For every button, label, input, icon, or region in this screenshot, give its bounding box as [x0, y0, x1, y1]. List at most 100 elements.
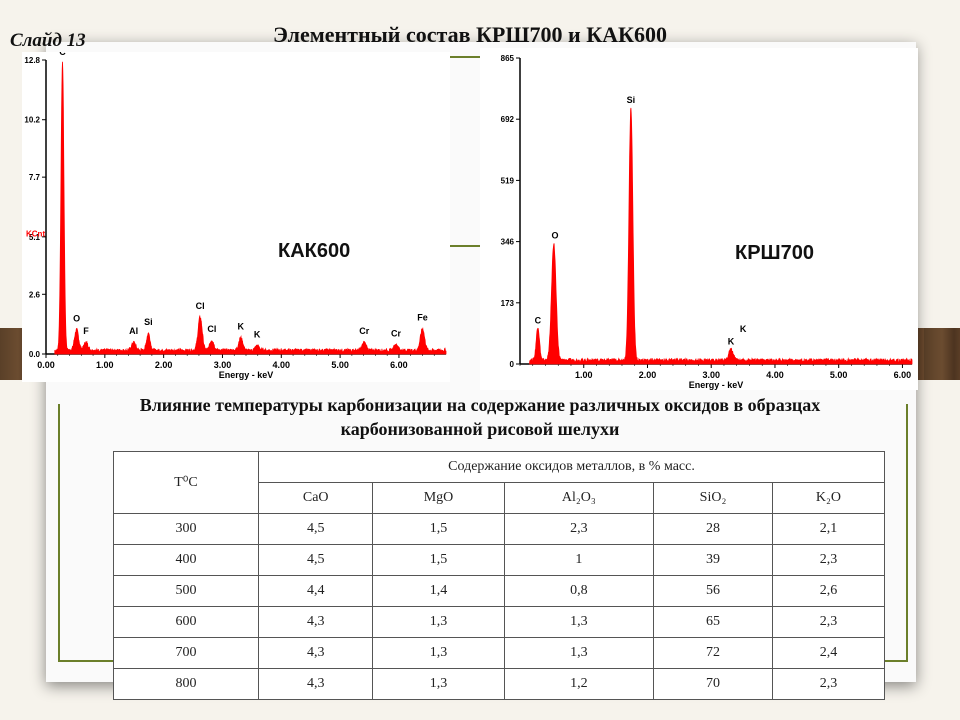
- table-cell: 1,3: [503, 637, 655, 669]
- peak-label-si: Si: [627, 95, 636, 105]
- peak-label-o: O: [552, 230, 559, 240]
- table-caption-line1: Влияние температуры карбонизации на соде…: [139, 395, 821, 415]
- table-cell: 500: [113, 575, 259, 607]
- table-cell: 4,5: [257, 544, 374, 576]
- table-cell: 400: [113, 544, 259, 576]
- table-cell: 600: [113, 606, 259, 638]
- temperature-header: T⁰C: [113, 451, 259, 514]
- table-row: 700 4,3 1,3 1,3 72 2,4: [113, 637, 886, 669]
- table-cell: 2,1: [771, 513, 886, 545]
- x-tick-label: 2.00: [155, 360, 173, 370]
- table-row: 500 4,4 1,4 0,8 56 2,6: [113, 575, 886, 607]
- spectrum-chart-krsh700: 0 173 346 519 692 865 1.00 2.00 3.00 4.00 5.00 6.00…: [501, 54, 913, 390]
- x-tick-label: 3.00: [214, 360, 232, 370]
- y-tick-label: 5.1: [29, 233, 41, 242]
- table-cell: 1,3: [372, 668, 505, 700]
- peak-label-fe: Fe: [417, 312, 428, 322]
- slide-number: Слайд 13: [10, 30, 86, 51]
- table-cell: 39: [653, 544, 773, 576]
- peak-label-cl: Cl: [207, 324, 216, 334]
- table-cell: 65: [653, 606, 773, 638]
- x-axis-title: Energy - keV: [689, 380, 744, 390]
- spectrum-trace: [529, 107, 913, 365]
- table-cell: 4,4: [257, 575, 374, 607]
- peak-label-k: K: [254, 330, 261, 340]
- table-cell: 70: [653, 668, 773, 700]
- table-cell: 1,4: [372, 575, 505, 607]
- y-tick-label: 692: [501, 115, 515, 124]
- column-header: K₂O: [771, 482, 886, 514]
- column-header: Al₂O₃: [503, 482, 655, 514]
- table-cell: 2,3: [771, 606, 886, 638]
- x-tick-label: 3.00: [702, 370, 720, 380]
- table-row: 300 4,5 1,5 2,3 28 2,1: [113, 513, 886, 545]
- peak-label-al: Al: [129, 326, 138, 336]
- oxide-group-header: Содержание оксидов металлов, в % масс.: [258, 451, 885, 483]
- table-row: 400 4,5 1,5 1 39 2,3: [113, 544, 886, 576]
- frame-line-top: [450, 56, 480, 58]
- table-cell: 300: [113, 513, 259, 545]
- y-tick-label: 865: [501, 54, 515, 63]
- table-cell: 2,6: [771, 575, 886, 607]
- peak-label-cr: Cr: [359, 326, 369, 336]
- table-cell: 4,3: [257, 606, 374, 638]
- table-cell: 1,3: [503, 606, 655, 638]
- table-cell: 1,3: [372, 606, 505, 638]
- slide-title: Элементный состав КРШ700 и КАК600: [272, 22, 667, 47]
- x-tick-label: 2.00: [639, 370, 657, 380]
- table-cell: 2,4: [771, 637, 886, 669]
- spectrum-panel-krsh700: 0 173 346 519 692 865 1.00 2.00 3.00 4.00 5.00 6.00…: [480, 48, 918, 390]
- y-tick-label: 0.0: [29, 350, 41, 359]
- x-tick-label: 6.00: [390, 360, 408, 370]
- column-header: SiO₂: [653, 482, 773, 514]
- table-row: 600 4,3 1,3 1,3 65 2,3: [113, 606, 886, 638]
- table-cell: 0,8: [503, 575, 655, 607]
- table-cell: 2,3: [771, 544, 886, 576]
- y-tick-label: 0: [510, 360, 515, 369]
- table-cell: 4,3: [257, 637, 374, 669]
- x-tick-label: 5.00: [331, 360, 349, 370]
- table-cell: 1,5: [372, 513, 505, 545]
- y-tick-label: 519: [501, 176, 515, 185]
- table-cell: 56: [653, 575, 773, 607]
- table-cell: 72: [653, 637, 773, 669]
- table-cell: 2,3: [503, 513, 655, 545]
- table-cell: 1,5: [372, 544, 505, 576]
- y-tick-label: 346: [501, 238, 515, 247]
- chart-label-kak600: КАК600: [278, 240, 351, 262]
- y-axis-title: KCnt: [26, 229, 45, 238]
- table-cell: 800: [113, 668, 259, 700]
- peak-label-cl: Cl: [196, 301, 205, 311]
- y-tick-label: 173: [501, 299, 515, 308]
- peak-label-k: K: [237, 322, 244, 332]
- peak-label-k: K: [740, 324, 747, 334]
- chart-label-krsh700: КРШ700: [735, 242, 815, 264]
- peak-label-si: Si: [144, 317, 153, 327]
- oxide-table-body: 300 4,5 1,5 2,3 28 2,1 400 4,5 1,5 1 39 2,3 500 4,4 1,…: [113, 513, 886, 700]
- x-tick-label: 4.00: [766, 370, 784, 380]
- y-tick-label: 12.8: [24, 56, 40, 65]
- column-header: CaO: [257, 482, 374, 514]
- table-cell: 1,3: [372, 637, 505, 669]
- peak-label-o: O: [73, 314, 80, 324]
- table-caption: Влияние температуры карбонизации на соде…: [20, 393, 940, 441]
- table-cell: 1: [503, 544, 655, 576]
- table-cell: 1,2: [503, 668, 655, 700]
- peak-label-f: F: [83, 326, 89, 336]
- spectrum-chart-kak600: 0.0 2.6 5.1 7.7 10.2 12.8 0.00 1.00 2.00 3.00 4.00…: [24, 47, 447, 380]
- table-cell: 700: [113, 637, 259, 669]
- peak-label-k: K: [728, 337, 735, 347]
- peak-label-cr: Cr: [391, 328, 401, 338]
- table-caption-line2: карбонизованной рисовой шелухи: [340, 419, 620, 439]
- y-tick-label: 10.2: [24, 116, 40, 125]
- column-header: MgO: [372, 482, 505, 514]
- spectrum-panel-kak600: 0.0 2.6 5.1 7.7 10.2 12.8 0.00 1.00 2.00 3.00 4.00…: [22, 47, 450, 382]
- peak-label-c: C: [535, 315, 542, 325]
- x-tick-label: 0.00: [37, 360, 55, 370]
- spectrum-trace: [54, 61, 447, 355]
- oxide-table: T⁰C Содержание оксидов металлов, в % мас…: [113, 451, 886, 700]
- frame-line-mid: [450, 245, 480, 247]
- x-axis-title: Energy - keV: [219, 370, 274, 380]
- y-tick-label: 7.7: [29, 173, 41, 182]
- table-cell: 4,5: [257, 513, 374, 545]
